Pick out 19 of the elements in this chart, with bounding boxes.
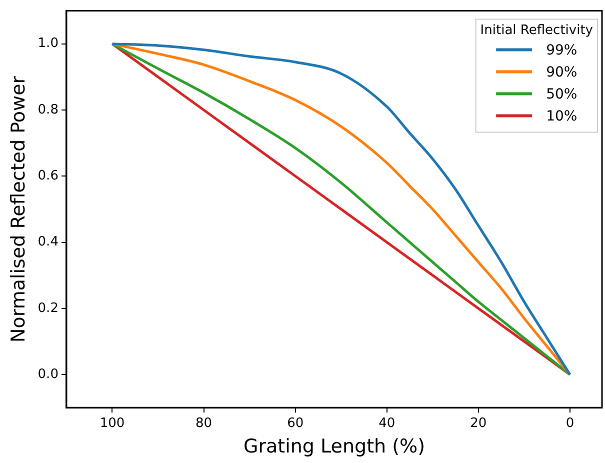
x-tick-label: 0 (566, 416, 574, 431)
x-tick-label: 60 (287, 416, 304, 431)
x-tick-label: 80 (196, 416, 212, 431)
legend-label: 90% (546, 64, 578, 80)
x-tick-label: 100 (100, 416, 125, 431)
y-tick-label: 0.8 (38, 102, 58, 118)
x-tick-label: 20 (470, 416, 487, 431)
legend-label: 99% (546, 42, 578, 58)
x-axis-title: Grating Length (%) (243, 436, 425, 458)
legend-title: Initial Reflectivity (480, 23, 594, 38)
y-axis-title: Normalised Reflected Power (7, 76, 30, 342)
legend-label: 10% (546, 108, 578, 124)
y-tick-label: 1.0 (38, 36, 58, 52)
y-tick-label: 0.2 (38, 300, 58, 316)
y-tick-label: 0.0 (38, 366, 58, 382)
legend-label: 50% (546, 86, 578, 102)
x-tick-label: 40 (378, 416, 396, 431)
y-tick-label: 0.6 (38, 168, 58, 184)
y-tick-label: 0.4 (38, 234, 58, 250)
